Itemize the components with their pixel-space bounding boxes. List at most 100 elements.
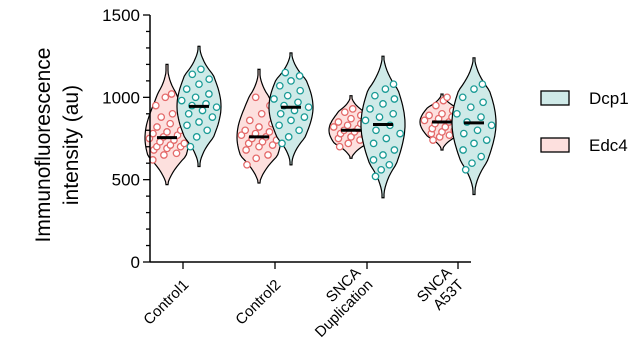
data-point-edc4 xyxy=(420,116,429,125)
legend-label-edc4: Edc4 xyxy=(589,136,628,155)
data-point-dcp1 xyxy=(284,133,293,141)
data-point-dcp1 xyxy=(270,95,278,103)
data-point-edc4 xyxy=(255,123,263,131)
data-point-edc4 xyxy=(166,141,175,149)
data-point-dcp1 xyxy=(295,126,303,135)
data-point-edc4 xyxy=(335,142,344,151)
data-point-dcp1 xyxy=(477,113,485,121)
data-point-dcp1 xyxy=(396,129,404,138)
data-point-dcp1 xyxy=(198,106,207,115)
data-point-dcp1 xyxy=(369,156,378,164)
data-point-dcp1 xyxy=(278,139,286,148)
data-point-dcp1 xyxy=(461,165,470,174)
data-point-edc4 xyxy=(161,93,170,102)
data-point-edc4 xyxy=(432,101,440,110)
x-tick-label-line: Control2 xyxy=(232,276,284,328)
data-point-edc4 xyxy=(163,128,171,136)
data-point-dcp1 xyxy=(294,98,302,107)
data-point-dcp1 xyxy=(212,103,221,112)
data-point-dcp1 xyxy=(372,126,380,135)
data-point-dcp1 xyxy=(366,105,374,113)
data-point-edc4 xyxy=(237,131,246,140)
data-point-dcp1 xyxy=(479,98,487,107)
data-point-dcp1 xyxy=(390,146,399,154)
data-point-edc4 xyxy=(157,113,166,121)
data-point-dcp1 xyxy=(385,160,394,169)
data-point-dcp1 xyxy=(205,75,214,84)
data-point-dcp1 xyxy=(390,95,399,103)
data-point-dcp1 xyxy=(453,109,461,118)
data-point-edc4 xyxy=(251,93,260,102)
data-point-edc4 xyxy=(347,133,355,141)
data-point-edc4 xyxy=(243,160,251,169)
data-point-dcp1 xyxy=(197,65,205,74)
data-point-dcp1 xyxy=(459,146,467,154)
data-point-dcp1 xyxy=(186,142,195,151)
data-point-dcp1 xyxy=(482,136,491,144)
data-point-dcp1 xyxy=(275,81,284,90)
data-point-edc4 xyxy=(329,123,338,131)
data-point-dcp1 xyxy=(192,133,201,141)
y-tick-label: 1000 xyxy=(102,88,140,107)
legend-swatch-dcp1 xyxy=(540,90,570,106)
data-point-dcp1 xyxy=(458,93,467,102)
x-tick-label-1: Control1 xyxy=(140,276,192,328)
data-point-edc4 xyxy=(344,139,353,148)
data-point-dcp1 xyxy=(466,103,475,112)
data-point-edc4 xyxy=(347,114,355,123)
data-point-edc4 xyxy=(340,108,349,117)
data-point-edc4 xyxy=(167,90,176,98)
data-point-edc4 xyxy=(343,121,352,130)
data-point-dcp1 xyxy=(304,103,313,112)
data-point-dcp1 xyxy=(191,93,200,102)
violin-dcp1-3 xyxy=(360,55,406,199)
data-point-dcp1 xyxy=(470,85,478,93)
data-point-dcp1 xyxy=(468,159,476,168)
data-point-dcp1 xyxy=(276,109,285,118)
data-point-dcp1 xyxy=(375,113,384,121)
data-point-dcp1 xyxy=(389,80,398,89)
data-point-dcp1 xyxy=(371,91,379,100)
data-point-dcp1 xyxy=(379,151,387,159)
data-point-edc4 xyxy=(242,146,250,154)
data-point-edc4 xyxy=(334,118,343,126)
data-point-dcp1 xyxy=(296,86,305,95)
data-point-dcp1 xyxy=(281,68,290,77)
data-point-dcp1 xyxy=(205,90,213,98)
data-point-dcp1 xyxy=(473,126,482,135)
data-point-edc4 xyxy=(241,126,250,135)
data-point-dcp1 xyxy=(477,152,486,161)
data-point-dcp1 xyxy=(371,172,380,181)
x-tick-label-line: Control1 xyxy=(140,276,192,328)
data-point-dcp1 xyxy=(389,109,398,118)
data-point-edc4 xyxy=(180,139,189,148)
data-point-dcp1 xyxy=(379,100,387,108)
data-point-dcp1 xyxy=(459,129,468,138)
data-point-edc4 xyxy=(160,151,168,159)
data-point-edc4 xyxy=(153,123,161,131)
data-point-dcp1 xyxy=(184,109,193,118)
data-point-edc4 xyxy=(172,149,181,158)
data-point-edc4 xyxy=(429,136,437,144)
violin-dcp1-4 xyxy=(451,57,497,196)
data-point-dcp1 xyxy=(208,113,217,121)
data-point-edc4 xyxy=(252,154,261,163)
data-point-edc4 xyxy=(441,123,450,131)
violin-dcp1-2 xyxy=(268,52,314,166)
data-point-edc4 xyxy=(265,128,274,136)
data-point-dcp1 xyxy=(487,121,496,130)
data-point-edc4 xyxy=(166,119,175,128)
data-point-dcp1 xyxy=(382,134,391,143)
data-point-edc4 xyxy=(268,141,277,149)
data-point-dcp1 xyxy=(381,85,390,93)
y-axis-title-line-2: intensity (au) xyxy=(60,85,83,205)
data-point-edc4 xyxy=(257,109,266,118)
data-point-edc4 xyxy=(425,111,433,120)
data-point-dcp1 xyxy=(283,91,292,100)
y-tick-label: 0 xyxy=(131,253,140,272)
data-point-edc4 xyxy=(348,105,357,113)
data-point-dcp1 xyxy=(300,113,309,121)
